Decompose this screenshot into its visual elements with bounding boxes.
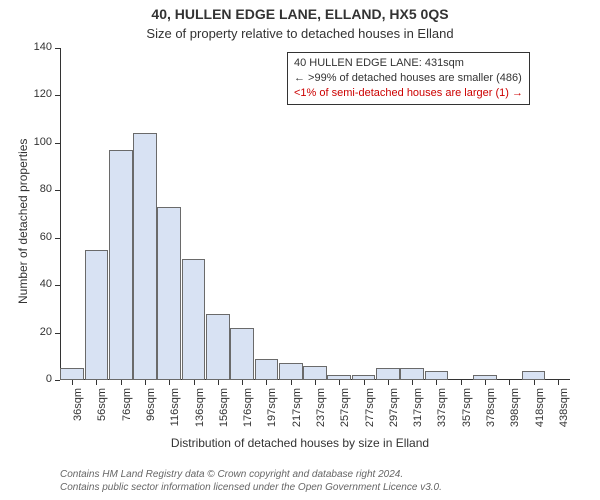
- histogram-bar: [303, 366, 327, 380]
- histogram-bar: [279, 363, 303, 380]
- y-tick-mark: [55, 48, 60, 49]
- y-tick-label: 120: [26, 88, 52, 100]
- x-tick-label: 418sqm: [534, 388, 546, 438]
- y-axis-label: Number of detached properties: [16, 139, 30, 304]
- y-tick-mark: [55, 190, 60, 191]
- x-tick-mark: [388, 380, 389, 385]
- y-tick-mark: [55, 333, 60, 334]
- page-subtitle: Size of property relative to detached ho…: [0, 26, 600, 41]
- y-tick-label: 0: [26, 373, 52, 385]
- histogram-bar: [182, 259, 206, 380]
- histogram-bar: [206, 314, 230, 380]
- x-tick-mark: [339, 380, 340, 385]
- x-tick-label: 277sqm: [364, 388, 376, 438]
- annotation-line-3: <1% of semi-detached houses are larger (…: [294, 86, 523, 101]
- histogram-bar: [109, 150, 133, 380]
- histogram-bar: [400, 368, 424, 380]
- x-tick-mark: [242, 380, 243, 385]
- x-tick-label: 116sqm: [169, 388, 181, 438]
- x-tick-label: 237sqm: [315, 388, 327, 438]
- x-tick-label: 36sqm: [72, 388, 84, 438]
- chart-container: 40, HULLEN EDGE LANE, ELLAND, HX5 0QS Si…: [0, 0, 600, 500]
- y-axis-line: [60, 48, 61, 380]
- x-tick-mark: [461, 380, 462, 385]
- x-tick-mark: [291, 380, 292, 385]
- x-tick-mark: [364, 380, 365, 385]
- x-tick-label: 96sqm: [145, 388, 157, 438]
- x-axis-label: Distribution of detached houses by size …: [0, 436, 600, 450]
- x-tick-label: 317sqm: [412, 388, 424, 438]
- x-tick-label: 297sqm: [388, 388, 400, 438]
- y-tick-mark: [55, 238, 60, 239]
- histogram-bar: [376, 368, 400, 380]
- x-tick-label: 378sqm: [485, 388, 497, 438]
- annotation-box: 40 HULLEN EDGE LANE: 431sqm ← >99% of de…: [287, 52, 530, 105]
- x-tick-mark: [218, 380, 219, 385]
- x-tick-mark: [194, 380, 195, 385]
- x-tick-mark: [121, 380, 122, 385]
- x-tick-mark: [266, 380, 267, 385]
- footer-line-1: Contains HM Land Registry data © Crown c…: [60, 468, 442, 481]
- x-tick-mark: [412, 380, 413, 385]
- x-tick-label: 156sqm: [218, 388, 230, 438]
- x-tick-mark: [436, 380, 437, 385]
- y-tick-mark: [55, 380, 60, 381]
- histogram-bar: [255, 359, 279, 380]
- x-tick-mark: [96, 380, 97, 385]
- y-tick-mark: [55, 95, 60, 96]
- x-tick-label: 438sqm: [558, 388, 570, 438]
- x-tick-label: 337sqm: [436, 388, 448, 438]
- x-tick-mark: [485, 380, 486, 385]
- footer-attribution: Contains HM Land Registry data © Crown c…: [60, 468, 442, 494]
- y-tick-mark: [55, 143, 60, 144]
- histogram-bar: [425, 371, 449, 380]
- annotation-line-1: 40 HULLEN EDGE LANE: 431sqm: [294, 56, 523, 71]
- y-tick-mark: [55, 285, 60, 286]
- histogram-bar: [157, 207, 181, 380]
- histogram-bar: [230, 328, 254, 380]
- x-tick-label: 257sqm: [339, 388, 351, 438]
- y-tick-label: 20: [26, 326, 52, 338]
- x-tick-label: 136sqm: [194, 388, 206, 438]
- histogram-bar: [85, 250, 109, 380]
- x-tick-label: 76sqm: [121, 388, 133, 438]
- footer-line-2: Contains public sector information licen…: [60, 481, 442, 494]
- x-tick-label: 398sqm: [509, 388, 521, 438]
- x-tick-mark: [145, 380, 146, 385]
- annotation-line-2: ← >99% of detached houses are smaller (4…: [294, 71, 523, 86]
- x-tick-label: 56sqm: [96, 388, 108, 438]
- histogram-bar: [60, 368, 84, 380]
- x-tick-mark: [534, 380, 535, 385]
- x-tick-mark: [558, 380, 559, 385]
- y-tick-label: 140: [26, 41, 52, 53]
- histogram-bar: [133, 133, 157, 380]
- x-tick-mark: [72, 380, 73, 385]
- x-tick-label: 217sqm: [291, 388, 303, 438]
- x-tick-label: 357sqm: [461, 388, 473, 438]
- x-tick-mark: [169, 380, 170, 385]
- x-tick-mark: [315, 380, 316, 385]
- histogram-bar: [522, 371, 546, 380]
- page-title: 40, HULLEN EDGE LANE, ELLAND, HX5 0QS: [0, 6, 600, 22]
- x-tick-label: 197sqm: [266, 388, 278, 438]
- x-tick-label: 176sqm: [242, 388, 254, 438]
- x-tick-mark: [509, 380, 510, 385]
